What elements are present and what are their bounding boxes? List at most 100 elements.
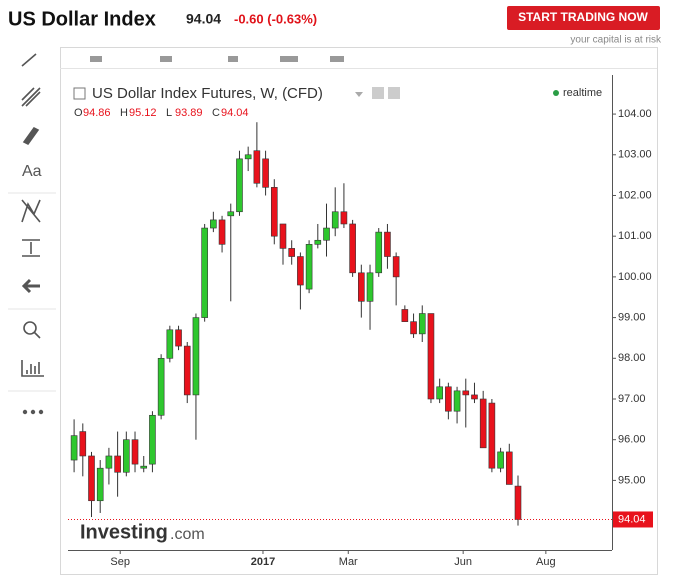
tool-pattern[interactable] xyxy=(21,199,41,223)
price: 94.04 xyxy=(186,11,221,27)
realtime-dot xyxy=(553,90,559,96)
ohlc-value: 93.89 xyxy=(175,107,203,119)
candle-body xyxy=(218,219,226,245)
tool-brush[interactable] xyxy=(22,126,40,146)
candle-body xyxy=(227,211,235,217)
tool-icon[interactable] xyxy=(90,56,102,62)
y-tick-label: 99.00 xyxy=(618,311,646,323)
series-icon xyxy=(73,87,86,100)
candle-body xyxy=(166,329,174,359)
candle-body xyxy=(183,345,191,396)
candle-body xyxy=(288,248,295,257)
realtime-label: realtime xyxy=(563,87,602,99)
candle-body xyxy=(453,390,461,412)
ohlc-label: H xyxy=(120,107,128,119)
tool-back[interactable] xyxy=(21,278,40,294)
candle-body xyxy=(114,455,121,473)
candle-body xyxy=(331,211,339,229)
candle-body xyxy=(70,435,78,461)
y-tick-label: 96.00 xyxy=(618,434,646,446)
candle-body xyxy=(244,154,252,160)
candle-body xyxy=(192,317,200,396)
candle-body xyxy=(436,386,443,400)
tool-zoom[interactable] xyxy=(23,321,37,335)
candle-body xyxy=(366,272,374,302)
x-tick-label: 2017 xyxy=(251,556,275,568)
candle-body xyxy=(305,244,313,290)
candle-body xyxy=(497,451,504,469)
watermark-suffix: .com xyxy=(170,526,205,543)
candle-body xyxy=(392,256,400,278)
settings-icon[interactable] xyxy=(388,87,400,99)
x-tick-label: Sep xyxy=(110,556,130,568)
candle-body xyxy=(427,313,435,400)
ohlc-label: L xyxy=(166,107,172,119)
ohlc-value: 94.04 xyxy=(221,107,249,119)
tool-text[interactable]: Aa xyxy=(22,163,42,180)
candle-body xyxy=(262,158,269,188)
candle-body xyxy=(149,414,156,465)
tool-indicators[interactable] xyxy=(21,360,44,377)
candle-body xyxy=(175,329,182,347)
tool-measure[interactable] xyxy=(22,239,40,257)
tool-icon[interactable] xyxy=(160,56,172,62)
risk-note: your capital is at risk xyxy=(570,35,662,46)
chart-title: US Dollar Index Futures, W, (CFD) xyxy=(92,85,323,102)
y-tick-label: 97.00 xyxy=(618,393,646,405)
candle-body xyxy=(236,158,243,213)
ohlc-label: O xyxy=(74,107,83,119)
tool-icon[interactable] xyxy=(228,56,238,62)
candle-body xyxy=(297,256,304,286)
tool-icon[interactable] xyxy=(330,56,344,62)
price-change: -0.60 (-0.63%) xyxy=(234,11,317,26)
candle-body xyxy=(479,398,487,449)
y-tick-label: 104.00 xyxy=(618,108,652,120)
candle-body xyxy=(79,431,87,457)
x-tick-label: Jun xyxy=(454,556,472,568)
candle-body xyxy=(401,309,409,322)
chart-frame xyxy=(60,47,658,575)
candle-body xyxy=(375,231,383,274)
last-price-label: 94.04 xyxy=(618,513,646,525)
candle-body xyxy=(279,223,287,249)
candle-body xyxy=(253,150,261,184)
dot xyxy=(22,409,28,415)
candle-body xyxy=(445,386,452,412)
dot xyxy=(30,409,36,415)
ohlc-label: C xyxy=(212,107,220,119)
candle-body xyxy=(131,439,139,465)
candle-body xyxy=(488,402,496,469)
tool-line[interactable] xyxy=(21,53,37,67)
tool-fib[interactable] xyxy=(21,87,41,107)
candle-body xyxy=(96,467,104,502)
candle-body xyxy=(358,272,365,302)
candle-body xyxy=(88,455,95,502)
dot xyxy=(38,409,44,415)
x-tick-label: Aug xyxy=(536,556,556,568)
left-toolbar xyxy=(21,53,44,377)
y-tick-label: 95.00 xyxy=(618,474,646,486)
candle-body xyxy=(157,357,165,416)
dropdown[interactable] xyxy=(355,92,363,97)
tool-zoom-handle xyxy=(33,331,41,339)
last-price-box xyxy=(613,511,653,528)
candle-body xyxy=(471,394,478,400)
candle-body xyxy=(462,390,470,396)
y-tick-label: 98.00 xyxy=(618,352,646,364)
candle-body xyxy=(210,219,217,229)
tool-icon[interactable] xyxy=(280,56,298,62)
candle-body xyxy=(123,439,130,473)
trade-button[interactable] xyxy=(507,6,660,30)
candle-body xyxy=(340,211,348,225)
ohlc-value: 94.86 xyxy=(83,107,111,119)
x-tick-label: Mar xyxy=(339,556,358,568)
tool-more[interactable] xyxy=(22,409,44,415)
watermark: Investing xyxy=(80,521,168,543)
top-toolbar xyxy=(90,56,344,62)
candle-body xyxy=(323,227,330,241)
settings-icon[interactable] xyxy=(372,87,384,99)
candle-body xyxy=(201,227,208,318)
trade-button-label[interactable]: START TRADING NOW xyxy=(518,10,648,24)
